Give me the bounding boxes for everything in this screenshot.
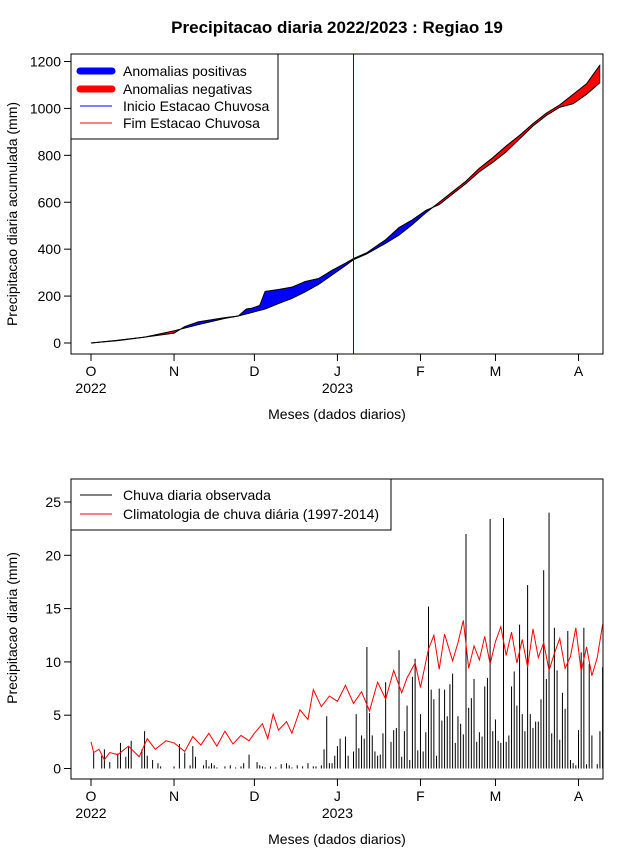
climatology-daily-line	[90, 620, 603, 761]
x-year-label: 2022	[75, 380, 106, 396]
x-year-label: 2023	[322, 380, 353, 396]
x-tick-label: D	[249, 788, 259, 804]
y-tick-label: 5	[53, 707, 61, 723]
legend-label-positive: Anomalias positivas	[123, 63, 247, 79]
top-y-axis-label: Precipitacao diaria acumulada (mm)	[4, 102, 20, 326]
x-year-label: 2023	[322, 805, 353, 821]
y-tick-label: 800	[38, 147, 62, 163]
x-tick-label: N	[169, 363, 179, 379]
x-tick-label: M	[490, 363, 502, 379]
x-tick-label: M	[490, 788, 502, 804]
y-tick-label: 20	[45, 547, 61, 563]
climatology-series	[90, 620, 603, 761]
top-y-axis: 0 200 400 600 800 1000 1200	[30, 54, 72, 351]
y-tick-label: 400	[38, 241, 62, 257]
legend-label-start: Inicio Estacao Chuvosa	[123, 98, 270, 114]
positive-anomaly-area	[180, 207, 433, 330]
chart-title: Precipitacao diaria 2022/2023 : Regiao 1…	[171, 18, 503, 37]
bottom-legend-box	[70, 478, 392, 531]
bottom-y-axis-label: Precipitacao diaria (mm)	[4, 552, 20, 704]
x-tick-label: A	[574, 363, 584, 379]
top-legend: Anomalias positivas Anomalias negativas …	[70, 53, 279, 140]
bottom-legend: Chuva diaria observada Climatologia de c…	[70, 478, 392, 531]
x-tick-label: D	[249, 363, 259, 379]
legend-label-observed: Chuva diaria observada	[123, 487, 271, 503]
y-tick-label: 10	[45, 654, 61, 670]
negative-anomaly-area	[433, 64, 601, 208]
top-plot-area	[90, 54, 601, 354]
bottom-x-axis: O N D J F M A 2022 2023	[75, 778, 584, 821]
y-tick-label: 1000	[30, 100, 61, 116]
x-tick-label: F	[416, 363, 425, 379]
bottom-y-axis: 0 5 10 15 20 25	[45, 494, 72, 777]
legend-label-climatology: Climatologia de chuva diária (1997-2014)	[123, 506, 379, 522]
y-tick-label: 15	[45, 601, 61, 617]
bottom-panel: O N D J F M A 2022 2023 0 5 10 15 20 25 Meses (dados …	[4, 478, 604, 847]
y-tick-label: 0	[53, 761, 61, 777]
top-plot-frame	[70, 53, 604, 355]
y-tick-label: 1200	[30, 54, 61, 70]
top-x-axis-label: Meses (dados diarios)	[268, 406, 406, 422]
y-tick-label: 25	[45, 494, 61, 510]
x-tick-label: F	[416, 788, 425, 804]
x-tick-label: J	[334, 363, 341, 379]
observed-bars	[93, 512, 603, 769]
x-tick-label: O	[86, 363, 97, 379]
x-tick-label: J	[334, 788, 341, 804]
x-year-label: 2022	[75, 805, 106, 821]
x-tick-label: O	[86, 788, 97, 804]
x-tick-label: N	[169, 788, 179, 804]
legend-label-end: Fim Estacao Chuvosa	[123, 115, 260, 131]
y-tick-label: 0	[53, 335, 61, 351]
y-tick-label: 200	[38, 288, 62, 304]
bottom-plot-area	[90, 512, 603, 769]
y-tick-label: 600	[38, 194, 62, 210]
top-x-axis: O N D J F M A 2022 2023	[75, 353, 584, 396]
climatology-cumulative-line	[90, 64, 601, 344]
top-panel: O N D J F M A 2022 2023 0 200 400 600 800 1000 1200 Me…	[4, 53, 604, 422]
x-tick-label: A	[574, 788, 584, 804]
bottom-x-axis-label: Meses (dados diarios)	[268, 831, 406, 847]
legend-label-negative: Anomalias negativas	[123, 81, 252, 97]
